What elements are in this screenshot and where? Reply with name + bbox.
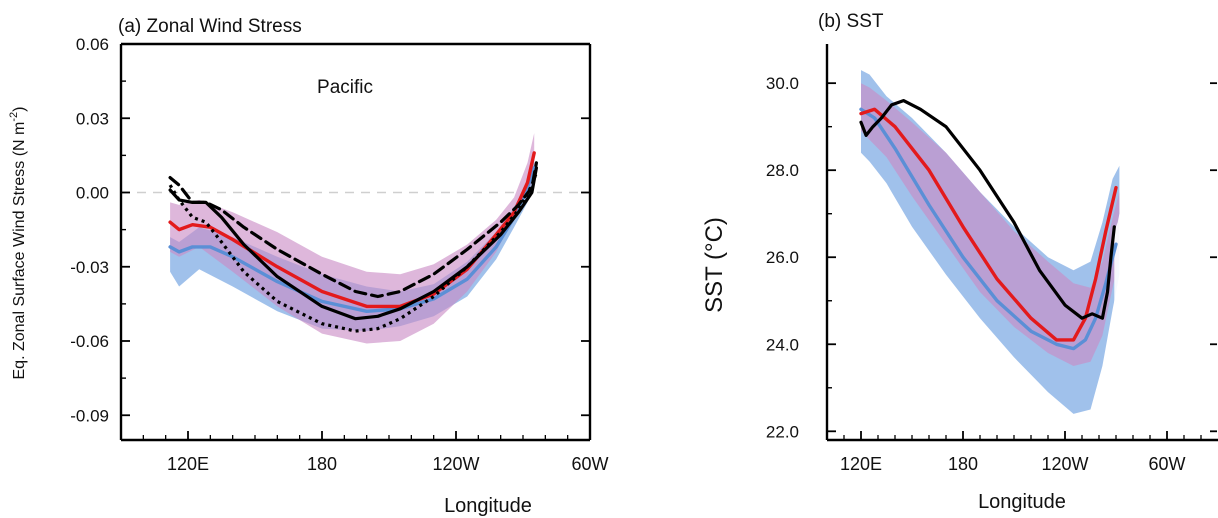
panel-b-line-blue-solid bbox=[859, 107, 1118, 351]
panel-b-y-tick-label: 24.0 bbox=[766, 335, 799, 354]
panel-b-y-tick-label: 26.0 bbox=[766, 248, 799, 267]
panel-b-band-magenta bbox=[861, 83, 1120, 366]
panel-b-band-white-gap bbox=[1114, 213, 1122, 345]
panel-a-axes: 0.06 0.03 0.00 -0.03 -0.06 -0.09 120E 180 120W 60… bbox=[70, 35, 608, 474]
panel-b-line-red-solid bbox=[859, 107, 1118, 342]
panel-a-line-red-solid bbox=[168, 151, 536, 309]
panel-a-line-black-dashed bbox=[168, 161, 539, 299]
panel-a-ylabel: Eq. Zonal Surface Wind Stress (N m-2) bbox=[8, 107, 28, 380]
panel-a-x-tick-label: 120W bbox=[432, 454, 479, 474]
panel-b-series-lines bbox=[859, 98, 1118, 351]
panel-b-spread-bands bbox=[861, 70, 1122, 414]
panel-b-x-tick-label: 60W bbox=[1148, 454, 1185, 474]
panel-a-ylabel-close: ) bbox=[11, 107, 28, 112]
panel-a-annotation: Pacific bbox=[317, 77, 373, 98]
panel-b-y-tick-label: 22.0 bbox=[766, 422, 799, 441]
panel-b-ylabel: SST (°C) bbox=[701, 217, 728, 313]
panel-a-zonal-wind-stress: (a) Zonal Wind Stress 0.06 0.03 0.00 -0.03 -… bbox=[8, 16, 609, 517]
panel-a-label: (a) Zonal Wind Stress bbox=[118, 16, 302, 37]
panel-b-y-tick-label: 28.0 bbox=[766, 161, 799, 180]
panel-a-ylabel-text: Eq. Zonal Surface Wind Stress (N m bbox=[11, 122, 28, 380]
panel-b-x-tick-label: 180 bbox=[948, 454, 978, 474]
panel-a-y-tick-label: 0.03 bbox=[76, 109, 109, 128]
panel-b-x-tick-label: 120W bbox=[1041, 454, 1088, 474]
panel-b-sst: (b) SST 30.0 28.0 26.0 24.0 22.0 120E 180 120W 6… bbox=[701, 11, 1218, 513]
panel-b-title: SST bbox=[847, 11, 884, 32]
panel-b-letter: (b) bbox=[818, 11, 841, 32]
panel-b-xlabel: Longitude bbox=[978, 491, 1066, 513]
panel-a-series-lines bbox=[168, 151, 539, 333]
panel-a-y-tick-label: 0.00 bbox=[76, 184, 109, 203]
panel-a-band-magenta bbox=[170, 133, 535, 344]
panel-b-axes: 30.0 28.0 26.0 24.0 22.0 120E 180 120W 60W bbox=[766, 44, 1218, 474]
panel-b-line-black-solid bbox=[859, 98, 1116, 320]
panel-a-y-tick-label: -0.03 bbox=[70, 258, 109, 277]
panel-a-x-tick-label: 60W bbox=[571, 454, 608, 474]
panel-a-title: Zonal Wind Stress bbox=[147, 16, 302, 37]
panel-a-y-tick-label: -0.06 bbox=[70, 332, 109, 351]
panel-a-y-tick-label: 0.06 bbox=[76, 35, 109, 54]
panel-a-y-tick-label: -0.09 bbox=[70, 406, 109, 425]
panel-a-ylabel-superscript: -2 bbox=[8, 112, 20, 122]
panel-a-x-tick-label: 120E bbox=[167, 454, 209, 474]
panel-a-xlabel: Longitude bbox=[444, 495, 532, 517]
panel-a-line-black-dotted bbox=[168, 172, 538, 333]
panel-b-label: (b) SST bbox=[818, 11, 884, 32]
panel-a-letter: (a) bbox=[118, 16, 141, 37]
panel-b-x-tick-label: 120E bbox=[840, 454, 882, 474]
panel-a-x-tick-label: 180 bbox=[307, 454, 337, 474]
panel-b-y-tick-label: 30.0 bbox=[766, 74, 799, 93]
